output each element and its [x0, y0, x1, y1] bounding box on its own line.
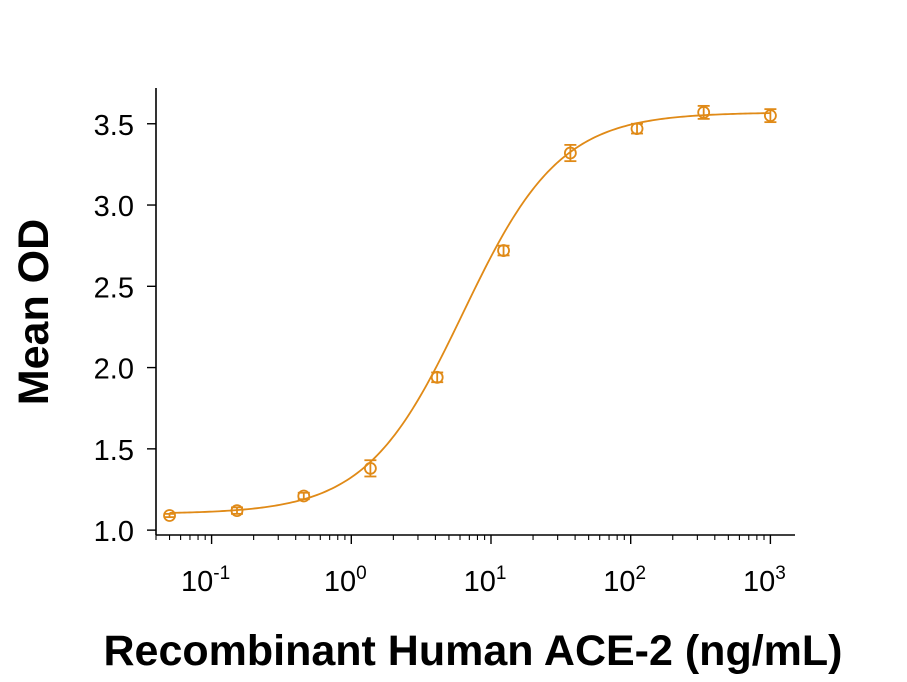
data-point: [230, 504, 244, 518]
y-axis-title: Mean OD: [10, 219, 58, 405]
data-point: [163, 509, 176, 522]
data-point: [297, 489, 311, 503]
point-marker: [363, 461, 377, 475]
data-point: [697, 104, 711, 120]
y-tick-label: 3.5: [94, 110, 134, 142]
x-tick-label: 102: [603, 563, 646, 598]
fit-curve: [169, 112, 771, 514]
data-point: [430, 370, 444, 384]
y-tick-label: 3.0: [94, 191, 134, 223]
data-point: [363, 459, 377, 478]
point-marker: [497, 244, 510, 257]
point-marker: [163, 509, 176, 522]
x-axis-ticks: 10-1 100 101 102 103: [155, 535, 786, 598]
x-tick-label: 100: [324, 563, 367, 598]
y-tick-label: 1.0: [94, 516, 134, 548]
data-point: [630, 122, 644, 136]
point-marker: [563, 146, 577, 160]
point-marker: [230, 504, 244, 518]
data-point: [763, 108, 777, 124]
x-tick-label: 101: [464, 563, 507, 598]
data-points: [163, 104, 777, 522]
y-tick-label: 2.5: [94, 272, 134, 304]
point-marker: [763, 109, 777, 123]
y-tick-label: 1.5: [94, 435, 134, 467]
x-tick-label: 10-1: [181, 563, 230, 598]
data-point: [563, 143, 577, 163]
point-marker: [430, 370, 444, 384]
data-point: [497, 244, 510, 257]
axes: [155, 88, 795, 536]
y-tick-label: 2.0: [94, 354, 134, 386]
x-axis-title: Recombinant Human ACE-2 (ng/mL): [104, 627, 843, 675]
x-tick-label: 103: [743, 563, 786, 598]
y-axis-ticks: 1.0 1.5 2.0 2.5 3.0 3.5: [94, 110, 156, 548]
point-marker: [297, 489, 311, 503]
point-marker: [630, 122, 644, 136]
point-marker: [697, 105, 711, 119]
